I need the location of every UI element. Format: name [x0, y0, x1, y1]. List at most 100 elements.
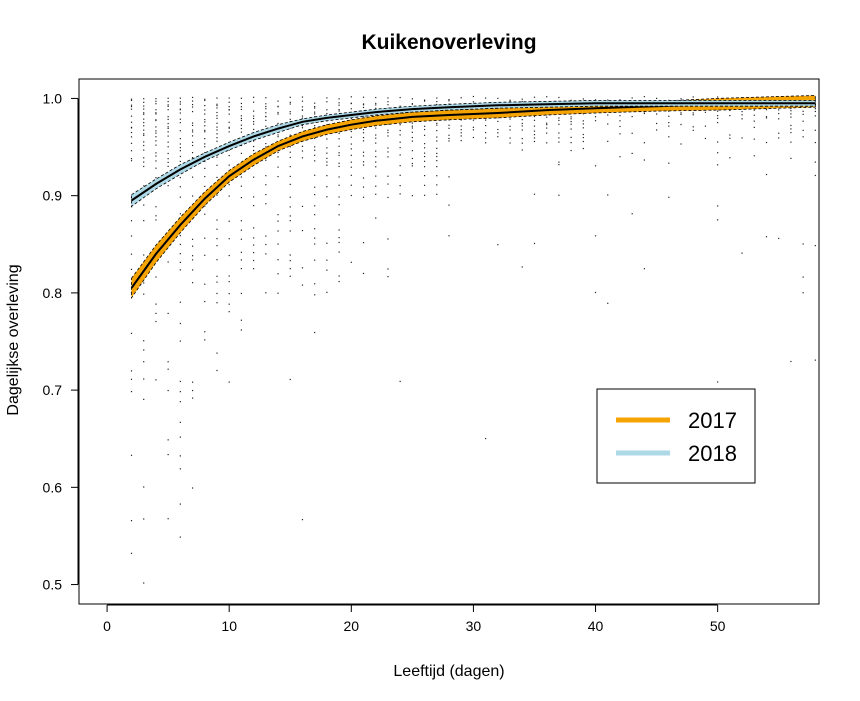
data-point: [216, 137, 218, 139]
data-point: [216, 122, 218, 124]
data-point: [216, 104, 218, 107]
data-point: [472, 136, 475, 139]
data-point: [253, 128, 255, 131]
data-point: [204, 143, 206, 145]
data-point: [204, 98, 206, 100]
data-point: [570, 141, 572, 144]
data-point: [191, 157, 194, 159]
data-point: [607, 123, 609, 125]
data-point: [179, 391, 181, 393]
data-point: [350, 261, 352, 263]
data-point: [338, 102, 340, 104]
data-point: [130, 131, 133, 134]
data-point: [423, 143, 426, 145]
data-point: [436, 152, 438, 155]
data-point: [399, 105, 401, 107]
data-point: [253, 244, 255, 246]
data-point: [204, 283, 206, 285]
data-point: [228, 131, 230, 133]
data-point: [314, 237, 316, 239]
data-point: [765, 236, 768, 238]
data-point: [179, 253, 181, 255]
data-point: [387, 131, 389, 134]
data-point: [130, 99, 133, 102]
data-point: [790, 113, 792, 115]
data-point: [240, 267, 243, 270]
data-point: [448, 127, 450, 129]
data-point: [814, 99, 816, 101]
data-point: [216, 302, 218, 304]
data-point: [521, 125, 523, 127]
data-point: [631, 97, 633, 99]
data-point: [228, 106, 230, 108]
data-point: [387, 151, 389, 153]
data-point: [423, 128, 426, 131]
data-point: [533, 137, 536, 139]
data-point: [191, 141, 194, 143]
data-point: [717, 141, 719, 143]
data-point: [167, 161, 169, 163]
data-point: [680, 123, 682, 126]
data-point: [228, 275, 230, 277]
data-point: [570, 118, 572, 120]
data-point: [265, 203, 267, 205]
data-point: [167, 368, 169, 370]
data-point: [460, 135, 462, 137]
data-point: [179, 118, 181, 120]
data-point: [155, 126, 157, 128]
data-point: [326, 112, 328, 115]
data-point: [692, 126, 694, 128]
data-point: [533, 119, 536, 121]
data-point: [277, 156, 279, 158]
data-point: [216, 107, 218, 109]
data-point: [448, 99, 450, 101]
data-point: [643, 159, 645, 161]
data-point: [655, 129, 658, 131]
data-point: [668, 121, 670, 124]
data-point: [765, 141, 768, 144]
data-point: [729, 157, 731, 159]
data-point: [399, 146, 401, 149]
data-point: [338, 176, 340, 178]
data-point: [509, 137, 511, 139]
data-point: [301, 150, 304, 152]
data-point: [277, 220, 279, 222]
data-point: [289, 151, 291, 153]
data-point: [509, 125, 511, 127]
data-point: [277, 243, 279, 245]
data-point: [301, 267, 304, 269]
data-point: [216, 259, 218, 261]
data-point: [765, 117, 768, 119]
data-point: [155, 136, 157, 138]
data-point: [631, 213, 633, 215]
data-point: [375, 156, 377, 158]
data-point: [619, 115, 621, 117]
data-point: [594, 165, 597, 167]
data-point: [301, 125, 304, 127]
data-point: [240, 251, 243, 253]
data-point: [167, 100, 169, 103]
data-point: [790, 131, 792, 134]
data-point: [143, 185, 145, 187]
series-line-2018: [130, 102, 816, 202]
data-point: [338, 98, 340, 100]
data-point: [436, 122, 438, 124]
data-point: [570, 99, 572, 101]
data-point: [265, 119, 267, 121]
data-point: [155, 177, 157, 179]
data-point: [314, 243, 316, 245]
data-point: [387, 275, 389, 278]
data-point: [265, 159, 267, 161]
data-point: [167, 361, 169, 363]
data-point: [240, 197, 243, 199]
data-point: [143, 141, 145, 143]
data-point: [668, 162, 670, 164]
data-point: [179, 196, 181, 198]
data-point: [692, 114, 694, 116]
data-point: [228, 109, 230, 111]
data-point: [533, 140, 536, 143]
data-point: [436, 140, 438, 142]
data-point: [350, 194, 352, 197]
data-point: [204, 138, 206, 140]
